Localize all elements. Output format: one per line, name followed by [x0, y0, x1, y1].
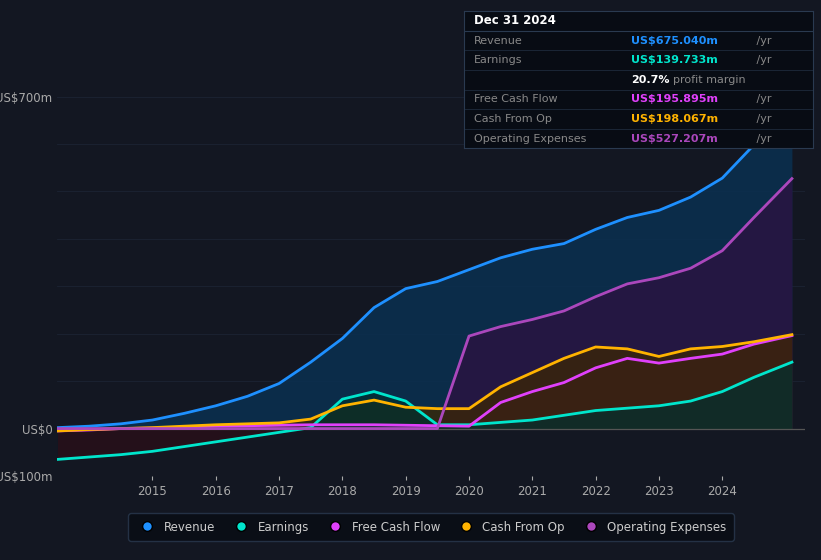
Legend: Revenue, Earnings, Free Cash Flow, Cash From Op, Operating Expenses: Revenue, Earnings, Free Cash Flow, Cash …: [128, 514, 734, 540]
Text: US$675.040m: US$675.040m: [631, 36, 718, 45]
Text: /yr: /yr: [754, 36, 772, 45]
Text: profit margin: profit margin: [673, 75, 745, 85]
Text: Earnings: Earnings: [475, 55, 523, 65]
Text: /yr: /yr: [754, 134, 772, 143]
Text: Revenue: Revenue: [475, 36, 523, 45]
Text: Dec 31 2024: Dec 31 2024: [475, 15, 556, 27]
Text: US$195.895m: US$195.895m: [631, 95, 718, 104]
Text: Free Cash Flow: Free Cash Flow: [475, 95, 558, 104]
Text: 20.7%: 20.7%: [631, 75, 670, 85]
Text: Operating Expenses: Operating Expenses: [475, 134, 587, 143]
Text: US$527.207m: US$527.207m: [631, 134, 718, 143]
Text: /yr: /yr: [754, 95, 772, 104]
Text: Cash From Op: Cash From Op: [475, 114, 553, 124]
Text: US$139.733m: US$139.733m: [631, 55, 718, 65]
Text: /yr: /yr: [754, 114, 772, 124]
Text: /yr: /yr: [754, 55, 772, 65]
Text: US$198.067m: US$198.067m: [631, 114, 718, 124]
